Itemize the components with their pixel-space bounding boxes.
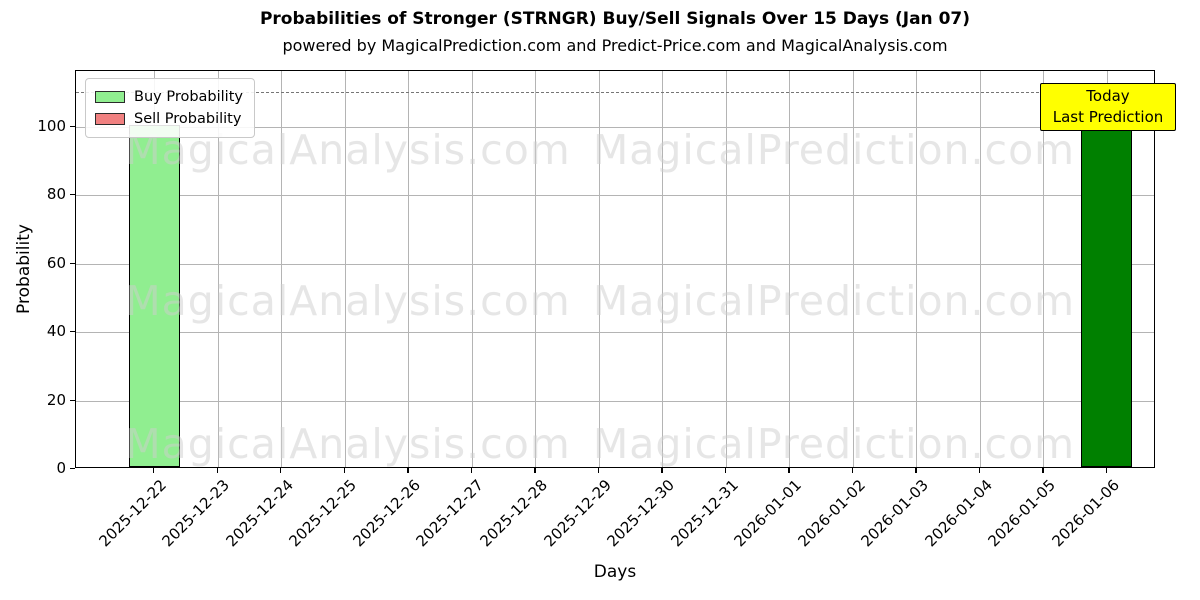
y-tick-label: 60 <box>46 253 66 272</box>
gridline-vertical <box>789 71 791 467</box>
x-tick-label-text: 2026-01-01 <box>730 476 806 551</box>
legend-label-sell: Sell Probability <box>134 111 242 127</box>
gridline-vertical <box>598 71 600 467</box>
x-tick-label-text: 2025-12-28 <box>476 476 551 551</box>
y-tick-label: 20 <box>46 390 66 409</box>
gridline-vertical <box>852 71 854 467</box>
legend-label-buy: Buy Probability <box>134 89 243 105</box>
watermark-text: MagicalPrediction.com <box>592 126 1076 174</box>
today-annotation-line1: Today <box>1086 87 1130 105</box>
chart-title: Probabilities of Stronger (STRNGR) Buy/S… <box>259 9 971 29</box>
x-tickmark <box>216 468 218 473</box>
y-tick-label: 80 <box>46 185 66 203</box>
buy-swatch-icon <box>95 91 125 103</box>
x-tick-label-text: 2026-01-05 <box>984 476 1060 551</box>
x-tick-label-text: 2026-01-04 <box>921 476 996 551</box>
gridline-horizontal <box>76 263 1154 265</box>
watermark-text: MagicalAnalysis.com <box>125 277 571 325</box>
bar-2025-12-22 <box>128 124 180 467</box>
x-tickmark <box>280 468 282 473</box>
gridline-vertical <box>725 71 727 467</box>
x-tick-label-text: 2025-12-23 <box>158 476 234 551</box>
y-tickmark <box>70 468 75 470</box>
y-tick-label: 40 <box>46 322 66 340</box>
x-axis-label: Days <box>593 562 637 582</box>
today-annotation-line2: Last Prediction <box>1052 108 1164 126</box>
chart-subtitle: powered by MagicalPrediction.com and Pre… <box>282 36 948 55</box>
gridline-vertical <box>662 71 664 467</box>
x-tick-label-text: 2025-12-24 <box>222 476 297 551</box>
x-tick-label-text: 2025-12-27 <box>413 476 488 551</box>
gridline-vertical <box>1043 71 1045 467</box>
x-tickmark <box>407 468 409 473</box>
watermark-text: MagicalPrediction.com <box>592 420 1076 468</box>
y-tick-label: 100 <box>37 116 66 135</box>
x-tickmark <box>661 468 663 473</box>
gridline-vertical <box>979 71 981 467</box>
x-tick-label-text: 2026-01-03 <box>857 476 933 551</box>
watermark-text: MagicalPrediction.com <box>592 277 1076 325</box>
gridline-vertical <box>344 71 346 467</box>
x-tickmark <box>1105 468 1108 473</box>
x-tickmark <box>1042 468 1044 473</box>
gridline-vertical <box>535 71 537 467</box>
legend-entry-buy: Buy Probability <box>95 86 243 108</box>
x-tickmark <box>851 468 854 473</box>
y-tickmark <box>70 194 75 196</box>
x-tickmark <box>597 468 600 473</box>
y-tickmark <box>70 331 75 333</box>
gridline-horizontal <box>76 332 1154 333</box>
x-tickmark <box>788 468 790 473</box>
today-annotation: Today Last Prediction <box>1040 83 1176 131</box>
legend-entry-sell: Sell Probability <box>95 108 243 130</box>
y-tickmark <box>70 262 75 264</box>
y-tickmark <box>70 125 75 127</box>
x-tickmark <box>724 468 727 473</box>
x-tickmark <box>534 468 536 473</box>
x-tick-label-text: 2025-12-30 <box>603 476 678 551</box>
gridline-vertical <box>281 71 283 467</box>
gridline-vertical <box>217 71 219 467</box>
gridline-horizontal <box>76 400 1154 402</box>
y-tick-label: 0 <box>56 459 66 477</box>
threshold-dashed-line <box>76 92 1154 94</box>
gridline-vertical <box>408 71 410 467</box>
x-tick-label-text: 2026-01-02 <box>794 476 869 551</box>
x-tickmark <box>915 468 917 473</box>
gridline-vertical <box>916 71 918 467</box>
x-tick-label-text: 2025-12-26 <box>349 476 424 551</box>
x-tick-label-text: 2026-01-06 <box>1048 476 1123 551</box>
legend: Buy Probability Sell Probability <box>85 78 255 138</box>
sell-swatch-icon <box>95 113 125 125</box>
x-tick-label-text: 2025-12-29 <box>540 476 615 551</box>
x-tick-label-text: 2025-12-31 <box>667 476 742 551</box>
x-tickmark <box>470 468 473 473</box>
gridline-horizontal <box>76 126 1154 128</box>
x-tickmark <box>978 468 981 473</box>
x-tick-label-text: 2025-12-22 <box>95 476 170 551</box>
watermark-text: MagicalAnalysis.com <box>125 420 571 468</box>
gridline-vertical <box>471 71 473 467</box>
x-tickmark <box>343 468 345 473</box>
bar-2026-01-06 <box>1081 124 1133 467</box>
plot-area: Buy Probability Sell Probability Today L… <box>75 70 1176 468</box>
x-tick-label-text: 2025-12-25 <box>285 476 361 551</box>
gridline-horizontal <box>76 195 1154 196</box>
x-tickmark <box>153 468 155 473</box>
y-tickmark <box>70 399 75 401</box>
